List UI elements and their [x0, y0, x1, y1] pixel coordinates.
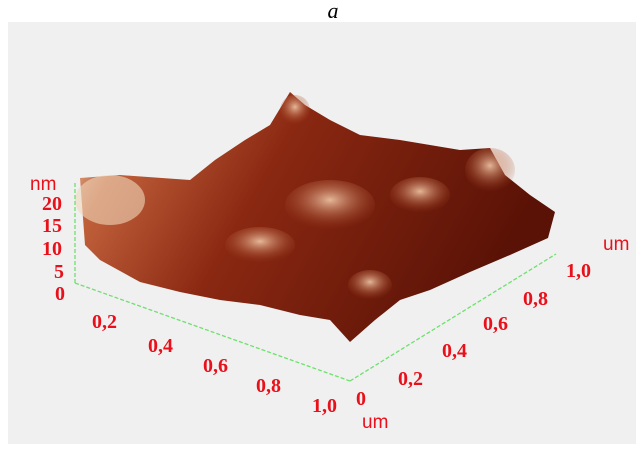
y-tick-label: 0,6: [483, 313, 508, 335]
x-tick-label: 0,2: [92, 311, 117, 333]
x-tick-label: 0,6: [203, 355, 228, 377]
z-tick-label: 10: [42, 238, 62, 260]
y-tick-label: 0,2: [398, 368, 423, 390]
y-unit: um: [603, 234, 629, 255]
x-tick-label: 0,8: [256, 375, 281, 397]
z-tick-label: 5: [54, 261, 64, 283]
z-unit: nm: [30, 174, 56, 195]
z-tick-label: 15: [42, 215, 62, 237]
x-tick-label: 0,4: [148, 335, 173, 357]
axes: [74, 182, 557, 382]
z-tick-label: 0: [55, 283, 65, 305]
y-tick-label: 0,8: [523, 288, 548, 310]
y-tick-label: 0,4: [442, 340, 467, 362]
x-tick-label: 1,0: [312, 395, 337, 417]
z-tick-label: 20: [42, 193, 62, 215]
y-tick-label: 1,0: [566, 260, 591, 282]
surface: [75, 92, 555, 342]
origin-label: 0: [356, 388, 366, 410]
figure-label: a: [328, 0, 339, 23]
x-unit: um: [362, 412, 388, 433]
